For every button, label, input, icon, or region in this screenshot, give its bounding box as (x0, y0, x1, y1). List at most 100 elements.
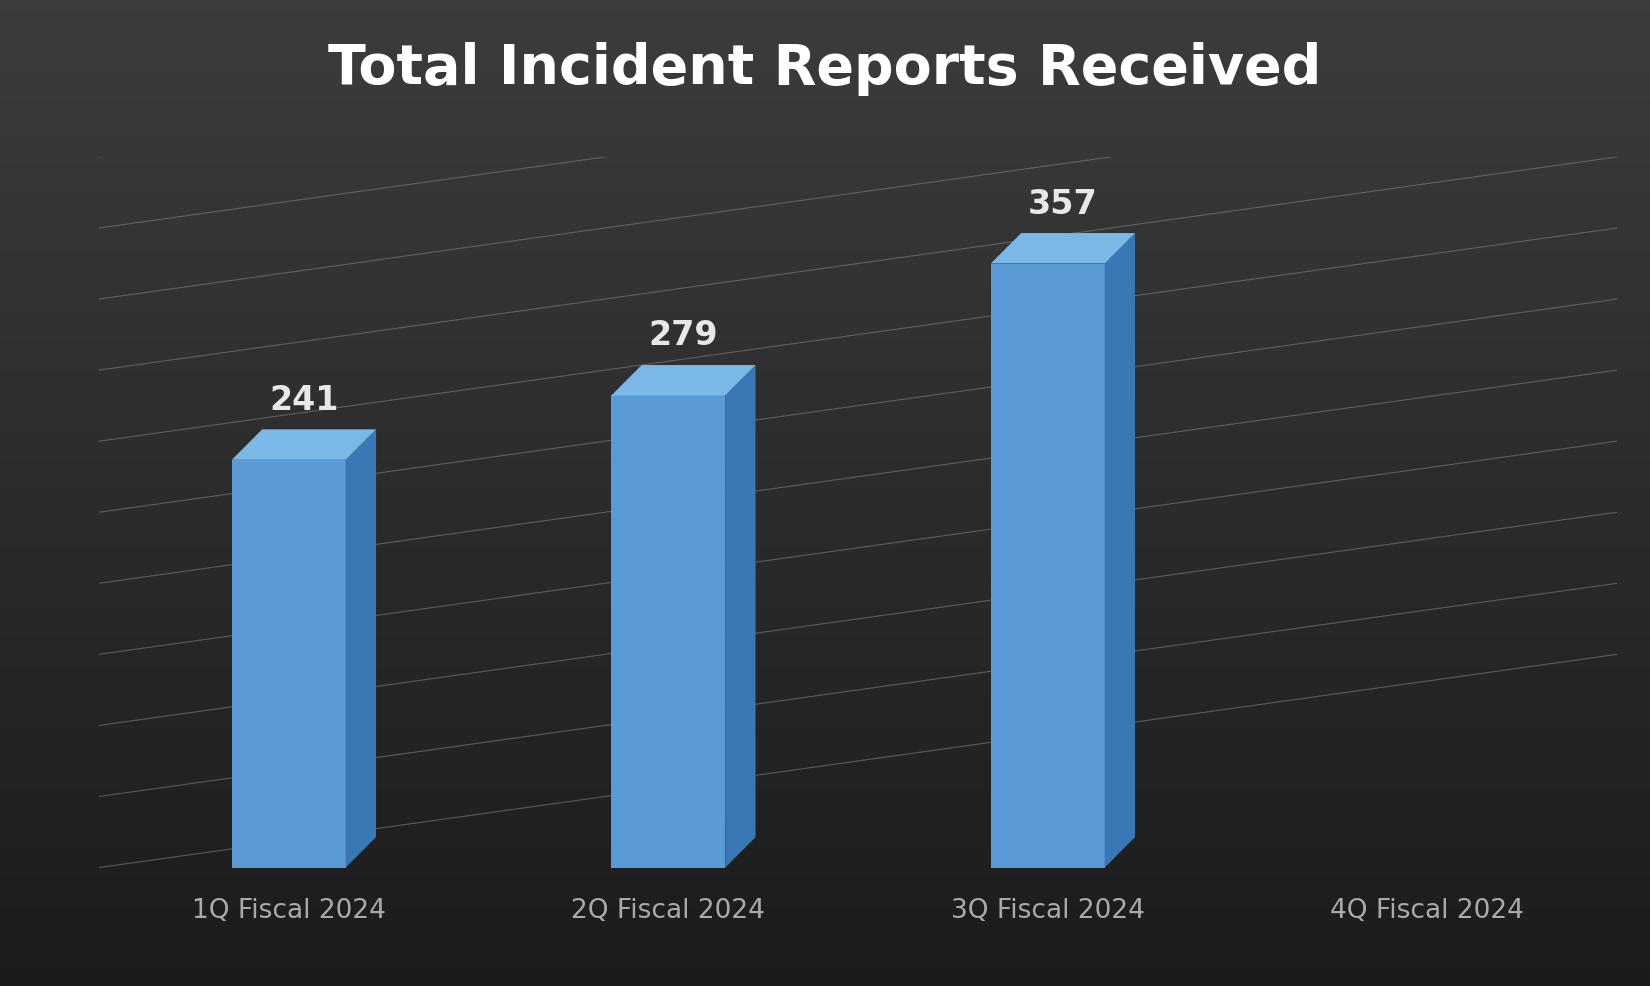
Bar (0, 39, 1650, 42)
Bar (0, 628, 1650, 631)
Bar (0, 648, 1650, 651)
Bar (0, 190, 1650, 194)
Bar (0, 806, 1650, 809)
Bar (0, 727, 1650, 730)
Bar (0, 365, 1650, 368)
Bar (0, 713, 1650, 717)
Bar (0, 59, 1650, 62)
Bar (0, 825, 1650, 828)
Bar (0, 434, 1650, 437)
Bar (0, 441, 1650, 444)
Bar (0, 845, 1650, 848)
Bar (0, 194, 1650, 197)
Bar (0, 733, 1650, 737)
Bar (0, 358, 1650, 362)
Bar (0, 858, 1650, 861)
Bar (0, 230, 1650, 234)
Bar (0, 756, 1650, 759)
Bar (0, 118, 1650, 121)
Bar (0, 914, 1650, 917)
Bar (0, 204, 1650, 207)
Bar (0, 240, 1650, 244)
Bar (0, 125, 1650, 128)
Polygon shape (1106, 234, 1135, 868)
Bar (0, 601, 1650, 604)
Bar (0, 473, 1650, 476)
Bar (0, 589, 1650, 592)
Bar (0, 447, 1650, 451)
Bar (0, 348, 1650, 352)
Bar (0, 956, 1650, 959)
Bar (0, 444, 1650, 447)
Bar (0, 749, 1650, 752)
Bar (0, 36, 1650, 39)
Bar (0, 545, 1650, 549)
Bar (0, 476, 1650, 480)
Bar (0, 838, 1650, 841)
Bar (0, 950, 1650, 953)
Bar (0, 697, 1650, 700)
Bar (0, 293, 1650, 296)
Bar (0, 332, 1650, 335)
Bar (0, 723, 1650, 727)
Bar (0, 56, 1650, 59)
Bar (0, 624, 1650, 628)
Bar (0, 454, 1650, 457)
Bar (0, 246, 1650, 249)
Bar (0, 234, 1650, 237)
Bar (0, 372, 1650, 375)
Bar (0, 111, 1650, 115)
Bar (0, 220, 1650, 224)
Bar (0, 362, 1650, 365)
Bar (0, 322, 1650, 325)
Bar (0, 687, 1650, 690)
Bar (0, 579, 1650, 582)
Bar (0, 138, 1650, 141)
Bar (0, 789, 1650, 792)
Bar (0, 887, 1650, 890)
Bar (0, 115, 1650, 118)
Bar (0, 407, 1650, 411)
Bar (0, 328, 1650, 332)
Bar (0, 599, 1650, 601)
Bar (0, 658, 1650, 661)
Bar (0, 283, 1650, 286)
Bar (0, 214, 1650, 217)
Bar (0, 401, 1650, 404)
Polygon shape (724, 366, 756, 868)
Bar (0, 342, 1650, 345)
Bar (0, 953, 1650, 956)
Bar (0, 920, 1650, 924)
Bar (0, 42, 1650, 46)
Bar (0, 644, 1650, 648)
Bar (0, 641, 1650, 644)
Bar (0, 276, 1650, 279)
Bar (0, 769, 1650, 772)
Bar (0, 338, 1650, 342)
Bar (0, 299, 1650, 303)
Bar (0, 411, 1650, 414)
Bar (0, 313, 1650, 316)
Polygon shape (612, 366, 756, 396)
Bar (0, 835, 1650, 838)
Bar (0, 907, 1650, 910)
Bar (0, 33, 1650, 36)
Bar (0, 934, 1650, 937)
Bar (0, 513, 1650, 516)
Bar (0, 457, 1650, 460)
Bar (0, 345, 1650, 348)
Bar (0, 897, 1650, 900)
Bar (0, 470, 1650, 473)
Bar (0, 286, 1650, 289)
Bar (0, 417, 1650, 421)
Bar (0, 3, 1650, 7)
Bar (0, 217, 1650, 220)
Bar (0, 259, 1650, 263)
Bar (0, 309, 1650, 313)
Bar (0, 158, 1650, 161)
Bar (0, 693, 1650, 697)
Bar (0, 766, 1650, 769)
Bar (0, 506, 1650, 510)
Text: 279: 279 (648, 319, 718, 352)
Bar (0, 526, 1650, 529)
